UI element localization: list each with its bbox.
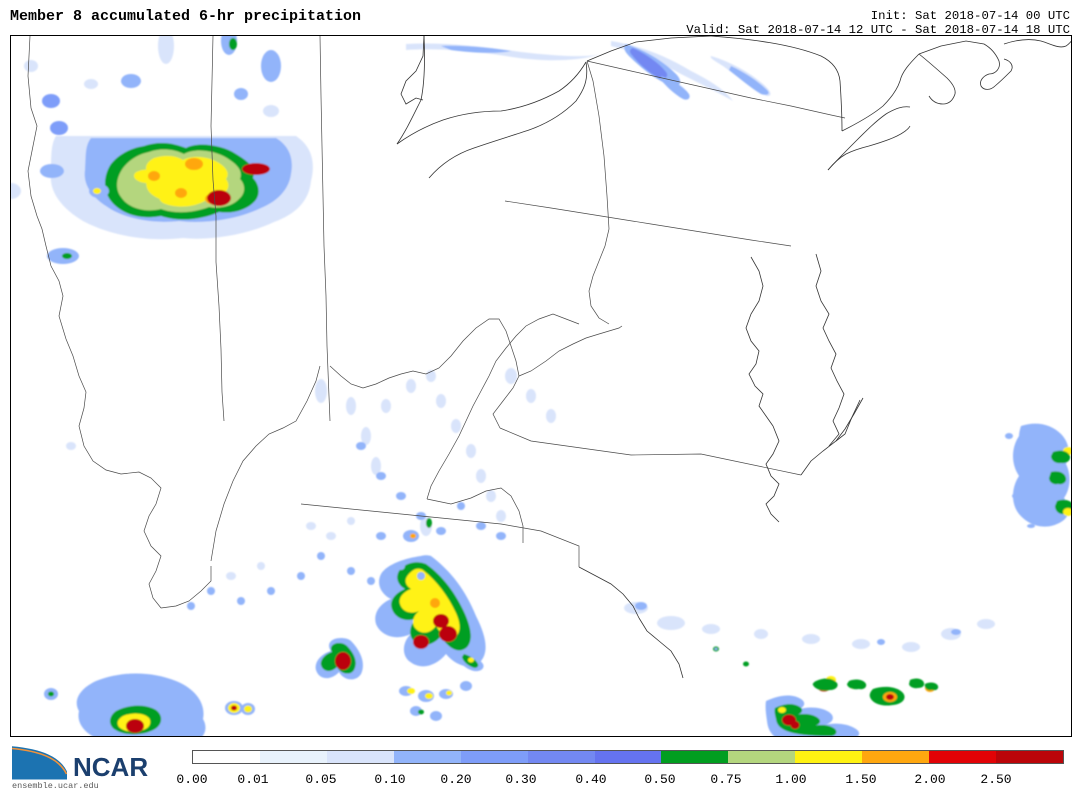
svg-text:NCAR: NCAR	[73, 752, 148, 782]
svg-text:ensemble.ucar.edu: ensemble.ucar.edu	[12, 781, 99, 791]
